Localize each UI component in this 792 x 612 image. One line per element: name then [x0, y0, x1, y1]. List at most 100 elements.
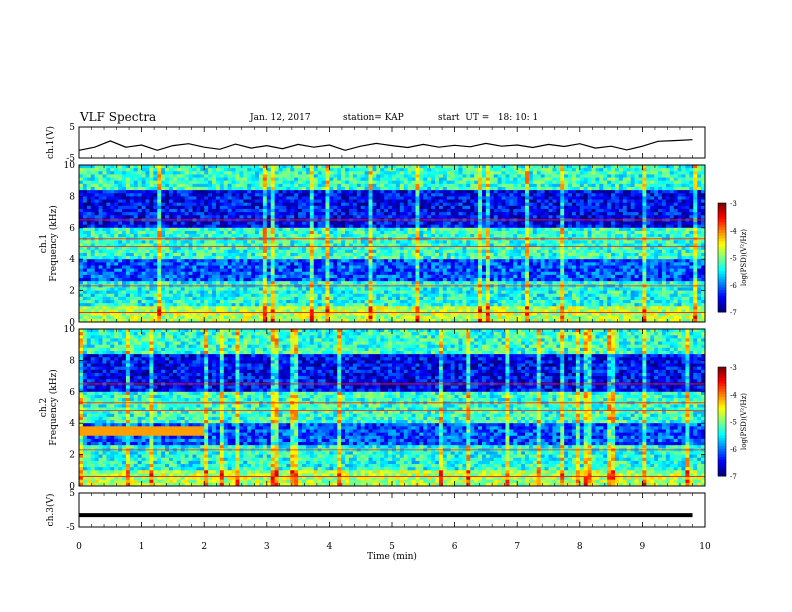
psd-cell [298, 208, 303, 213]
psd-cell [137, 186, 142, 191]
psd-cell [407, 256, 412, 260]
psd-cell [157, 186, 162, 191]
psd-cell [364, 249, 369, 254]
psd-cell [168, 168, 174, 172]
psd-cell [458, 212, 463, 216]
psd-cell [575, 193, 581, 197]
psd-cell [489, 171, 495, 175]
psd-cell [564, 202, 569, 207]
psd-cell [587, 208, 592, 213]
psd-cell [646, 221, 651, 226]
psd-cell [579, 243, 585, 248]
psd-cell [266, 180, 272, 185]
psd-cell [274, 165, 279, 169]
psd-cell [372, 240, 377, 244]
psd-cell [251, 205, 256, 210]
psd-cell [227, 246, 232, 251]
psd-cell [403, 256, 409, 260]
psd-cell [634, 180, 639, 185]
psd-cell [282, 256, 287, 260]
psd-cell [509, 243, 514, 248]
psd-cell [341, 234, 346, 238]
psd-cell [172, 212, 178, 216]
psd-cell [548, 227, 553, 232]
psd-cell [161, 205, 166, 210]
psd-cell [622, 205, 628, 210]
psd-cell [509, 234, 514, 238]
psd-cell [403, 227, 409, 232]
psd-cell [208, 171, 213, 175]
psd-cell [470, 193, 475, 197]
psd-cell [380, 171, 385, 175]
psd-cell [188, 215, 193, 219]
psd-cell [630, 180, 635, 185]
psd-cell [204, 208, 209, 213]
psd-cell [442, 165, 448, 169]
psd-cell [638, 199, 643, 204]
psd-cell [168, 186, 174, 191]
psd-cell [603, 221, 608, 226]
psd-cell [395, 208, 401, 213]
psd-cell [677, 234, 682, 238]
psd-cell [106, 208, 111, 213]
psd-cell [478, 215, 483, 219]
psd-cell [528, 215, 534, 219]
psd-cell [384, 227, 389, 232]
psd-cell [133, 215, 139, 219]
psd-cell [352, 174, 358, 178]
psd-cell [137, 252, 142, 257]
psd-cell [497, 243, 502, 248]
psd-cell [168, 240, 174, 244]
psd-cell [270, 186, 276, 191]
psd-cell [266, 208, 272, 213]
psd-cell [548, 205, 553, 210]
psd-cell [270, 234, 276, 238]
psd-cell [470, 243, 475, 248]
psd-cell [568, 224, 573, 229]
psd-cell [223, 234, 229, 238]
psd-cell [583, 190, 589, 194]
psd-cell [196, 177, 201, 182]
psd-cell [673, 202, 679, 207]
psd-cell [423, 240, 428, 244]
psd-cell [380, 212, 385, 216]
psd-cell [161, 256, 166, 260]
psd-cell [290, 177, 295, 182]
psd-cell [521, 168, 526, 172]
psd-cell [298, 246, 303, 251]
psd-cell [450, 205, 455, 210]
psd-cell [403, 246, 409, 251]
psd-cell [552, 249, 557, 254]
psd-cell [137, 202, 142, 207]
psd-cell [360, 221, 366, 226]
psd-cell [208, 177, 213, 182]
psd-cell [302, 240, 307, 244]
psd-cell [474, 230, 479, 235]
psd-cell [384, 186, 389, 191]
psd-cell [137, 171, 142, 175]
psd-cell [98, 168, 103, 172]
psd-cell [568, 202, 573, 207]
psd-cell [258, 190, 264, 194]
psd-cell [133, 183, 139, 188]
psd-cell [384, 246, 389, 251]
psd-cell [247, 177, 252, 182]
psd-cell [646, 205, 651, 210]
psd-cell [392, 240, 397, 244]
psd-cell [438, 190, 444, 194]
psd-cell [79, 199, 84, 204]
psd-cell [141, 246, 146, 251]
psd-cell [110, 208, 115, 213]
psd-cell [481, 234, 487, 238]
psd-cell [212, 165, 217, 169]
psd-cell [215, 224, 221, 229]
psd-cell [521, 215, 526, 219]
psd-cell [575, 240, 581, 244]
psd-cell [215, 171, 221, 175]
psd-cell [352, 249, 358, 254]
psd-cell [114, 224, 119, 229]
psd-cell [435, 183, 440, 188]
psd-cell [309, 227, 315, 232]
psd-cell [106, 212, 111, 216]
psd-cell [137, 215, 142, 219]
